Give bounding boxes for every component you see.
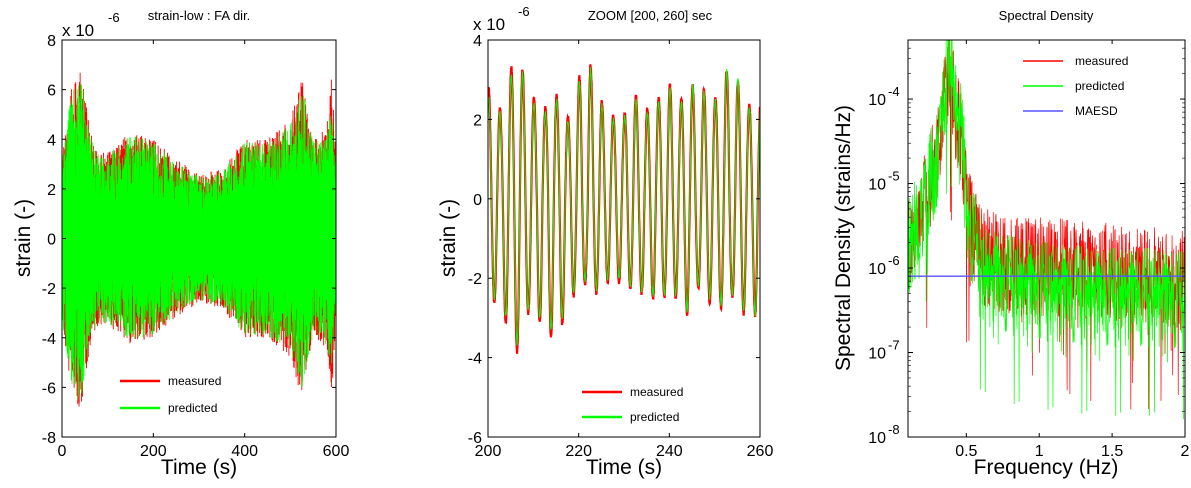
y-tick-exponent: -8 bbox=[888, 422, 900, 437]
y-tick-exponent: -4 bbox=[888, 84, 900, 99]
y-tick-label: -4 bbox=[42, 331, 56, 348]
x-tick-label: 2 bbox=[1181, 443, 1190, 460]
x-axis-label: Time (s) bbox=[586, 456, 662, 479]
x-axis-label: Frequency (Hz) bbox=[974, 456, 1119, 479]
legend: measured predicted MAESD bbox=[1000, 47, 1180, 147]
y-tick-label: -6 bbox=[468, 430, 482, 447]
y-tick-label: 10 bbox=[868, 177, 886, 194]
axis-multiplier: x 10 bbox=[62, 21, 94, 40]
x-tick-label: 400 bbox=[231, 443, 258, 460]
series-line-predicted bbox=[488, 67, 760, 346]
y-axis-label: strain (-) bbox=[12, 199, 35, 277]
panel-spectral-density: 0.5 1 1.5 210-410-510-610-710-8 Spectral De… bbox=[832, 8, 1190, 479]
plot-frame bbox=[907, 39, 1186, 438]
y-tick-exponent: -6 bbox=[888, 253, 900, 268]
legend-label-measured: measured bbox=[1075, 54, 1128, 68]
x-tick-label: 200 bbox=[475, 443, 502, 460]
y-axis-label: Spectral Density (strains/Hz) bbox=[832, 105, 855, 371]
y-tick-label: 8 bbox=[47, 33, 56, 50]
plot-frame bbox=[487, 39, 761, 438]
y-tick-label: -2 bbox=[468, 271, 482, 288]
y-tick-label: 0 bbox=[47, 232, 56, 249]
x-tick-label: 1.5 bbox=[1101, 443, 1123, 460]
y-tick-label: 2 bbox=[473, 112, 482, 129]
x-tick-label: 260 bbox=[747, 443, 774, 460]
y-tick-label: 0 bbox=[473, 192, 482, 209]
legend-label-predicted: predicted bbox=[630, 410, 679, 424]
y-tick-label: 10 bbox=[868, 430, 886, 447]
y-tick-label: 4 bbox=[473, 33, 482, 50]
y-tick-label: -2 bbox=[42, 281, 56, 298]
y-tick-label: -8 bbox=[42, 430, 56, 447]
y-tick-exponent: -5 bbox=[888, 169, 900, 184]
y-tick-label: 10 bbox=[868, 92, 886, 109]
x-tick-label: 200 bbox=[140, 443, 167, 460]
y-tick-label: -6 bbox=[42, 380, 56, 397]
series-line-measured bbox=[488, 64, 760, 354]
legend-label-measured: measured bbox=[630, 385, 683, 399]
chart-title: strain-low : FA dir. bbox=[148, 8, 251, 23]
legend-box bbox=[1000, 47, 1180, 147]
legend-label-maesd: MAESD bbox=[1075, 104, 1118, 118]
x-tick-label: 0 bbox=[58, 443, 67, 460]
axis-multiplier-exponent: -6 bbox=[518, 4, 530, 19]
panel-zoom: 200 220 240 260 4 2 0 -2 -4 -6 ZOOM [200, 260] se… bbox=[437, 4, 773, 479]
y-tick-label: 10 bbox=[868, 346, 886, 363]
y-tick-label: 10 bbox=[868, 261, 886, 278]
x-axis-label: Time (s) bbox=[161, 456, 237, 479]
y-tick-label: 4 bbox=[47, 132, 56, 149]
chart-title: Spectral Density bbox=[999, 8, 1094, 23]
legend-label-predicted: predicted bbox=[168, 401, 217, 415]
y-axis-label: strain (-) bbox=[437, 199, 460, 277]
y-tick-exponent: -7 bbox=[888, 338, 900, 353]
axis-multiplier-exponent: -6 bbox=[108, 10, 120, 25]
series-line-predicted bbox=[62, 84, 336, 400]
x-tick-label: 240 bbox=[656, 443, 683, 460]
legend-label-predicted: predicted bbox=[1075, 79, 1124, 93]
legend-label-measured: measured bbox=[168, 374, 221, 388]
x-tick-label: 220 bbox=[565, 443, 592, 460]
x-tick-label: 1 bbox=[1035, 443, 1044, 460]
x-tick-label: 0.5 bbox=[955, 443, 977, 460]
y-tick-label: 6 bbox=[47, 83, 56, 100]
chart-title: ZOOM [200, 260] sec bbox=[588, 8, 713, 23]
y-tick-label: -4 bbox=[468, 351, 482, 368]
series-line-predicted bbox=[908, 40, 1185, 420]
legend: measured predicted bbox=[120, 374, 221, 415]
panel-strain-low: 0 200 400 600 8 6 4 2 0 -2 -4 -6 -8 strain-low : FA … bbox=[12, 8, 349, 479]
y-tick-label: 2 bbox=[47, 182, 56, 199]
legend: measured predicted bbox=[582, 385, 683, 424]
x-tick-label: 600 bbox=[323, 443, 350, 460]
axis-multiplier: x 10 bbox=[473, 15, 505, 34]
